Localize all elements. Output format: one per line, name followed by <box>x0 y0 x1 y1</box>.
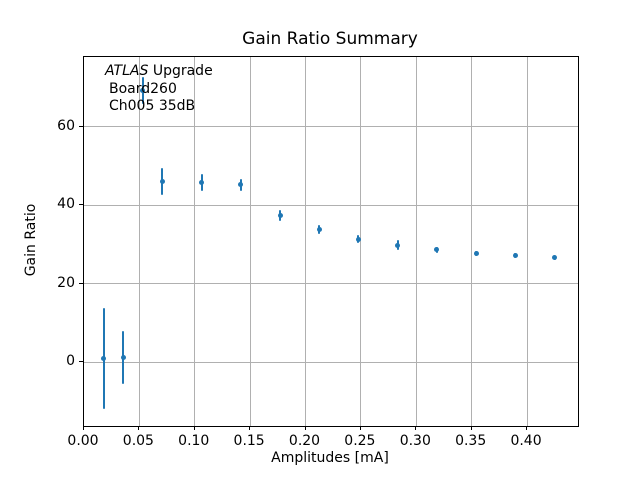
y-gridline <box>84 361 578 363</box>
plot-area: ATLAS Upgrade Board260 Ch005 35dB <box>83 56 579 427</box>
y-tick-mark <box>79 204 83 206</box>
data-point <box>473 250 479 256</box>
x-tick-label: 0.35 <box>455 433 487 449</box>
x-tick-label: 0.30 <box>399 433 431 449</box>
x-tick-mark <box>249 426 251 430</box>
x-gridline <box>415 57 417 426</box>
data-point <box>512 253 518 259</box>
data-point <box>434 247 440 253</box>
y-axis-label: Gain Ratio <box>23 203 39 277</box>
y-tick-label: 60 <box>57 117 75 134</box>
x-gridline <box>526 57 528 426</box>
x-tick-label: 0.20 <box>288 433 321 449</box>
data-point <box>120 354 126 360</box>
y-tick-mark <box>79 361 83 363</box>
x-tick-mark <box>470 426 472 430</box>
annotation-line-board: Board260 <box>109 80 177 97</box>
x-gridline <box>249 57 251 426</box>
y-gridline <box>84 283 578 285</box>
data-point <box>101 356 107 362</box>
x-gridline <box>194 57 196 426</box>
data-point <box>355 236 361 242</box>
x-tick-mark <box>415 426 417 430</box>
x-tick-label: 0.00 <box>67 433 99 449</box>
chart-title: Gain Ratio Summary <box>242 29 418 49</box>
y-gridline <box>84 204 578 206</box>
annotation-line-channel: Ch005 35dB <box>109 98 196 114</box>
y-tick-mark <box>79 125 83 127</box>
x-tick-mark <box>193 426 195 430</box>
x-tick-mark <box>83 426 84 430</box>
data-point <box>277 213 283 219</box>
y-tick-label: 0 <box>66 353 75 370</box>
x-tick-label: 0.15 <box>233 433 265 449</box>
y-tick-label: 20 <box>57 274 75 291</box>
x-tick-mark <box>526 426 528 430</box>
data-point <box>552 255 558 261</box>
data-point <box>238 182 244 188</box>
x-tick-mark <box>138 426 140 430</box>
annotation-line-experiment: ATLAS Upgrade <box>105 63 213 81</box>
annotation-upgrade-text: Upgrade <box>148 63 213 79</box>
x-tick-mark <box>359 426 361 430</box>
data-point <box>140 88 146 94</box>
x-tick-label: 0.05 <box>122 433 154 449</box>
x-tick-mark <box>304 426 306 430</box>
data-point <box>159 179 165 185</box>
y-tick-label: 40 <box>57 196 75 213</box>
x-tick-label: 0.25 <box>344 433 376 449</box>
annotation: ATLAS Upgrade Board260 Ch005 35dB <box>105 63 213 116</box>
y-tick-mark <box>79 282 83 284</box>
x-gridline <box>138 57 140 426</box>
annotation-atlas-italic: ATLAS <box>105 63 149 79</box>
y-gridline <box>84 126 578 128</box>
x-tick-label: 0.10 <box>178 433 210 449</box>
x-axis-label: Amplitudes [mA] <box>271 450 389 466</box>
x-gridline <box>471 57 473 426</box>
data-point <box>395 242 401 248</box>
x-gridline <box>360 57 362 426</box>
x-gridline <box>305 57 307 426</box>
x-tick-label: 0.40 <box>510 433 542 449</box>
data-point <box>316 227 322 233</box>
data-point <box>199 180 205 186</box>
